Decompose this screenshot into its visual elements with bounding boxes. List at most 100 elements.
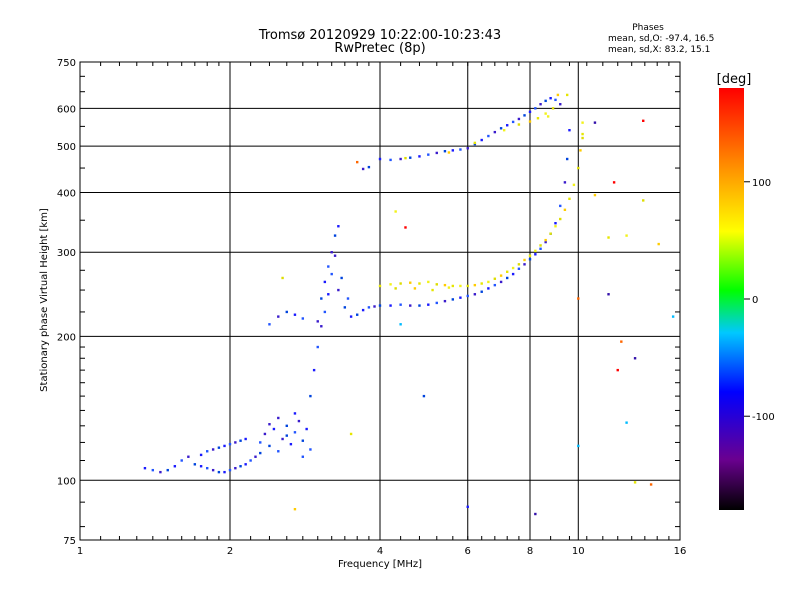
outliers-point [399, 323, 402, 326]
x-mode-point [657, 242, 660, 246]
x-mode-point [473, 141, 477, 145]
x-mode-point [281, 276, 284, 280]
o-mode-point [409, 156, 412, 159]
o-mode-point [355, 313, 359, 316]
x-mode-point [528, 120, 532, 123]
phase-info-heading: Phases [632, 23, 664, 33]
x-mode-point [563, 208, 567, 212]
x-mode-point [418, 282, 421, 285]
o-mode-point [565, 157, 569, 161]
x-mode-point [427, 280, 430, 284]
o-mode-point [199, 465, 203, 468]
o-mode-point [268, 423, 271, 426]
x-mode-point [466, 284, 469, 288]
x-mode-point [293, 507, 297, 511]
o-mode-point [259, 451, 262, 455]
outliers-point [577, 297, 580, 300]
o-mode-point [466, 505, 469, 509]
x-mode-point [451, 284, 455, 288]
o-mode-point [539, 247, 542, 250]
x-mode-point [556, 93, 560, 97]
o-mode-point [217, 470, 221, 474]
colorbar-tick-label: -100 [752, 412, 775, 423]
outliers-point [616, 368, 619, 372]
x-tick-label: 16 [674, 546, 687, 557]
o-mode-point [285, 310, 288, 314]
x-tick-label: 4 [377, 546, 383, 557]
o-mode-point [289, 442, 293, 446]
o-mode-point [418, 304, 421, 307]
o-mode-point [480, 290, 483, 293]
o-mode-point [409, 304, 412, 307]
o-mode-point [268, 323, 271, 326]
o-mode-point [559, 204, 562, 208]
x-mode-point [528, 254, 532, 257]
x-tick-label: 2 [227, 546, 233, 557]
o-mode-point [367, 306, 371, 309]
x-tick-label: 1 [77, 546, 83, 557]
x-mode-point [447, 151, 451, 154]
o-mode-point [327, 293, 330, 296]
o-mode-point [435, 301, 438, 305]
o-mode-point [466, 294, 469, 298]
phase-info-o-mode: mean, sd,O: -97.4, 16.5 [608, 34, 714, 44]
o-mode-point [427, 153, 430, 156]
o-mode-point [459, 148, 462, 151]
o-mode-point [309, 394, 312, 398]
o-mode-point [301, 439, 305, 442]
x-mode-point [443, 283, 447, 287]
o-mode-point [173, 465, 177, 468]
data-points [143, 93, 675, 516]
o-mode-point [244, 437, 247, 441]
o-mode-point [333, 254, 337, 257]
o-mode-point [263, 432, 267, 436]
x-mode-point [431, 288, 434, 292]
o-mode-point [340, 276, 343, 280]
x-mode-point [447, 286, 451, 289]
o-mode-point [305, 427, 308, 431]
o-mode-point [349, 315, 353, 318]
outliers-point [620, 340, 623, 343]
x-mode-point [480, 282, 483, 285]
o-mode-point [239, 439, 242, 442]
y-tick-label: 500 [57, 142, 76, 153]
o-mode-point [389, 304, 392, 307]
o-mode-point [480, 138, 483, 142]
x-mode-point [546, 115, 550, 118]
o-mode-point [399, 157, 402, 161]
x-mode-point [565, 93, 569, 97]
x-mode-point [544, 112, 547, 115]
x-mode-point [394, 287, 397, 290]
o-mode-point [361, 308, 365, 312]
o-mode-point [143, 466, 147, 470]
o-mode-point [268, 444, 271, 448]
x-mode-point [378, 284, 382, 288]
x-mode-point [487, 280, 490, 284]
o-mode-point [511, 120, 515, 124]
o-mode-point [333, 234, 337, 237]
o-mode-point [517, 117, 521, 121]
y-tick-label: 100 [57, 476, 76, 487]
o-mode-point [211, 468, 215, 472]
o-mode-point [320, 325, 323, 328]
o-mode-point [451, 298, 455, 301]
x-mode-point [399, 282, 402, 285]
o-mode-point [166, 468, 169, 472]
outliers-point [404, 226, 407, 229]
o-mode-point [297, 419, 301, 423]
x-mode-point [523, 258, 526, 262]
o-mode-point [316, 320, 319, 323]
o-mode-point [312, 368, 316, 372]
x-mode-point [544, 238, 547, 242]
o-mode-point [373, 305, 376, 308]
o-mode-point [337, 288, 340, 292]
o-mode-point [399, 303, 402, 306]
o-mode-point [568, 128, 571, 132]
o-mode-point [316, 345, 319, 349]
o-mode-point [327, 265, 330, 268]
x-mode-point [499, 274, 503, 277]
y-tick-label: 400 [57, 188, 76, 199]
o-mode-point [293, 412, 297, 415]
o-mode-point [277, 450, 280, 453]
